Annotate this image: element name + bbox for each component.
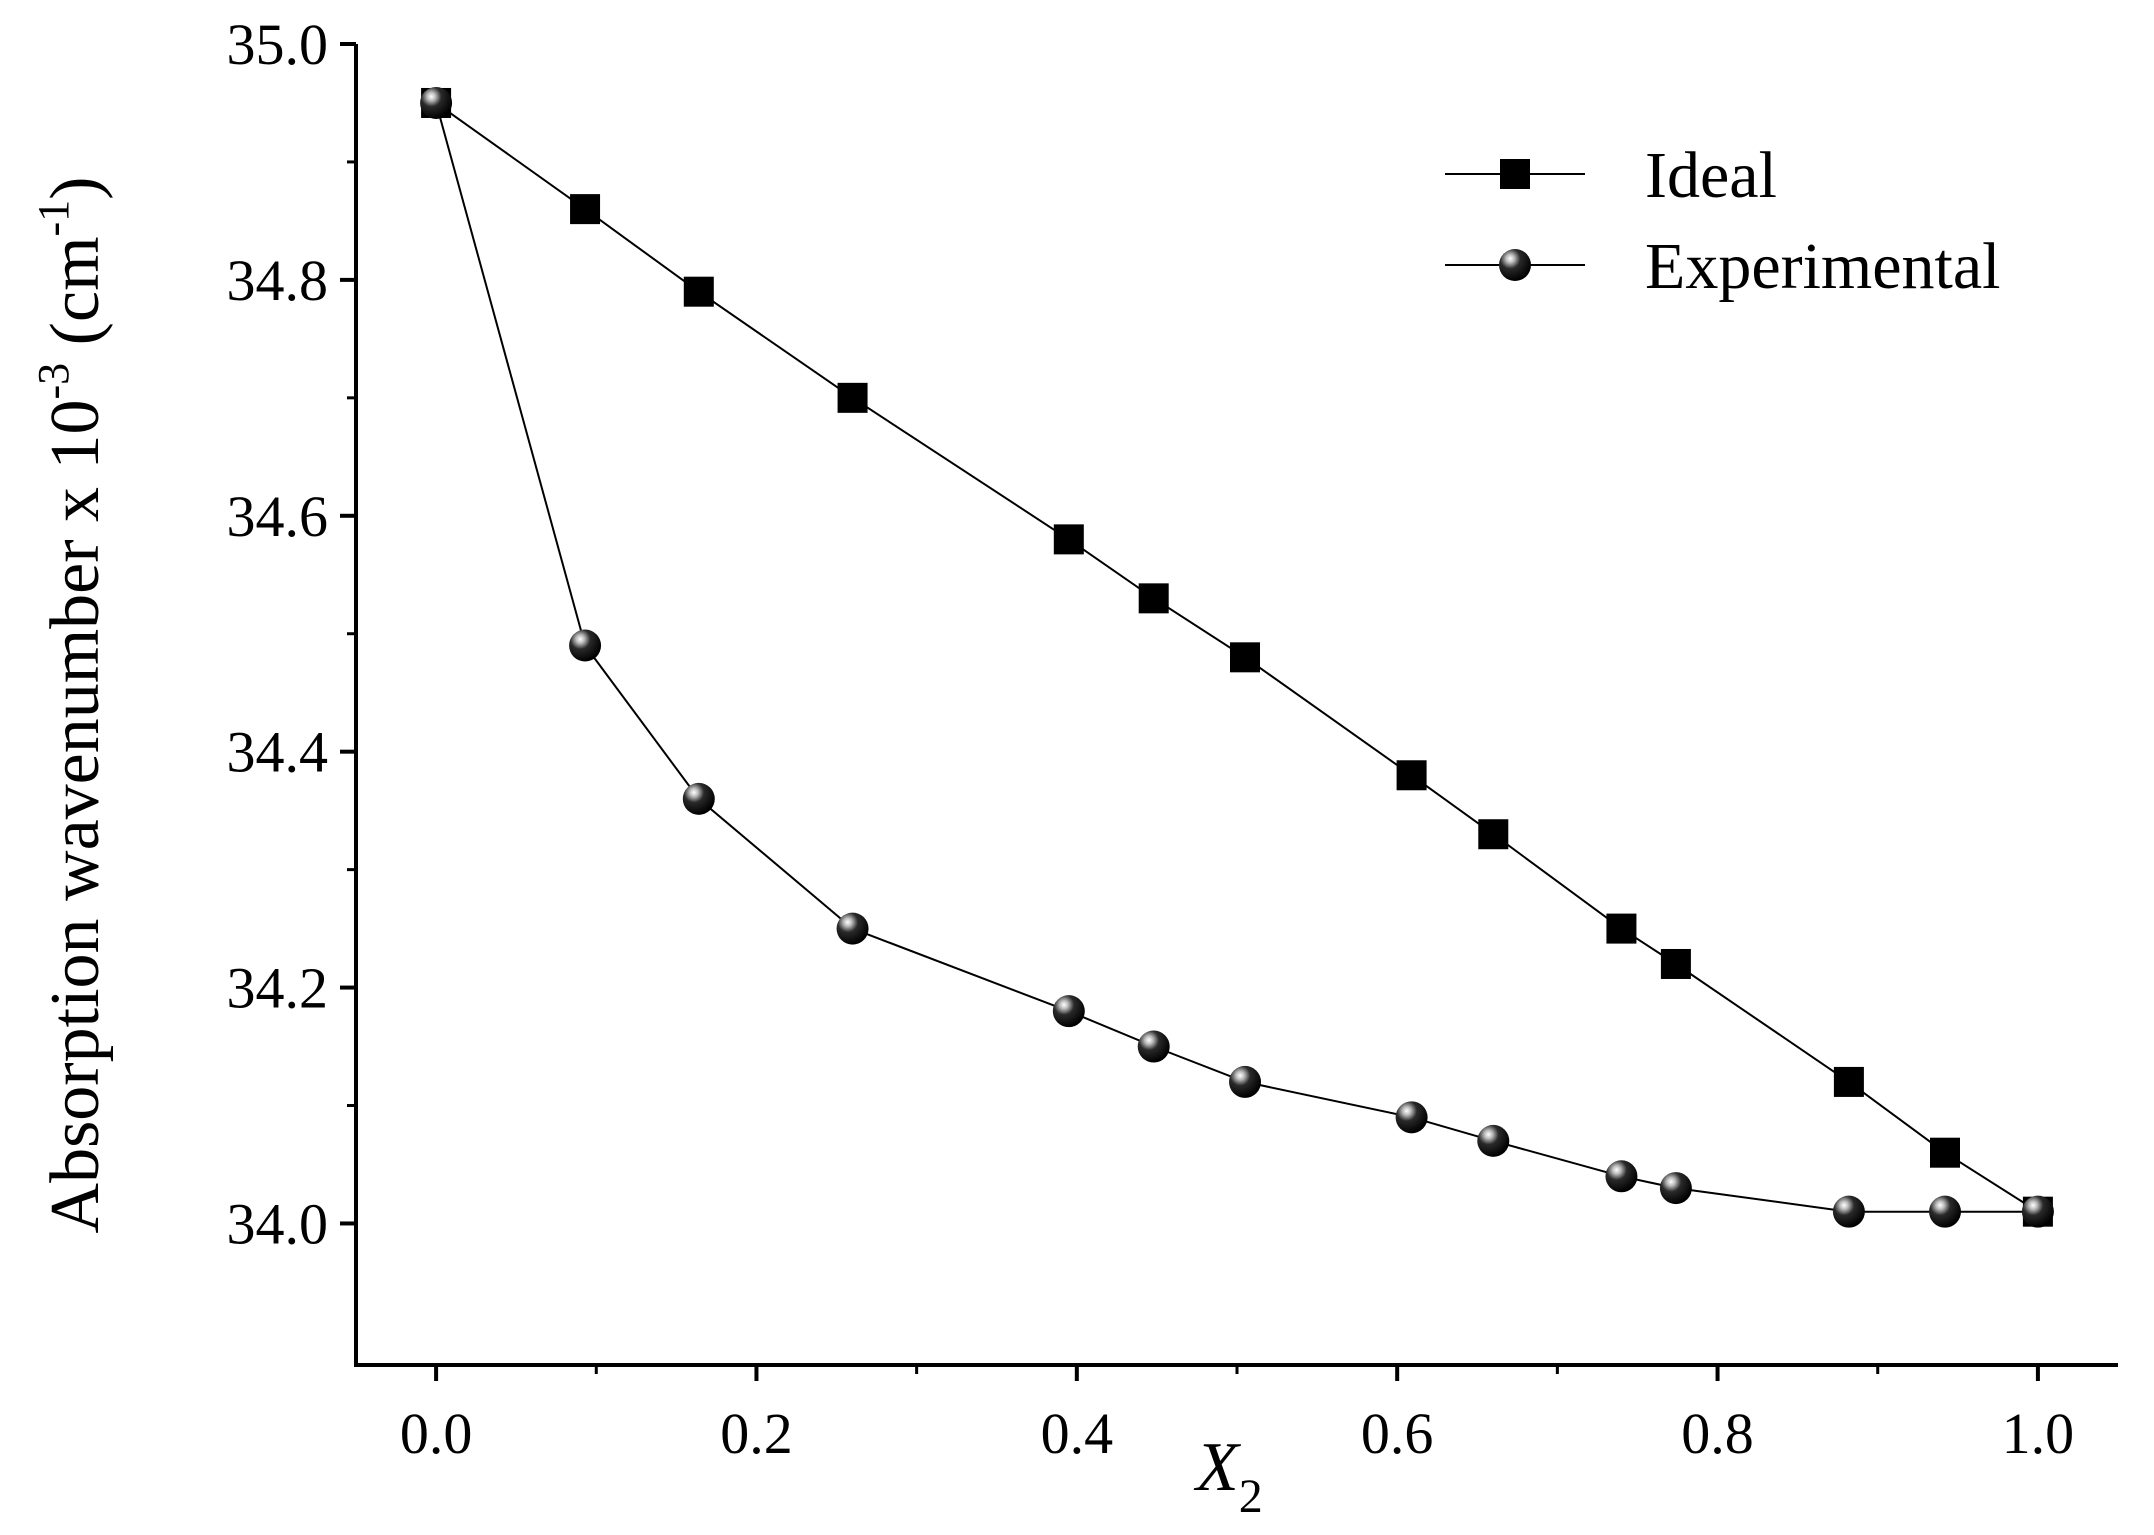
experimental-point <box>420 86 453 119</box>
x-tick-label: 0.2 <box>720 1401 793 1466</box>
x-tick-label: 0.4 <box>1041 1401 1114 1466</box>
series-lines <box>435 102 2039 1213</box>
x-tick-label: 0.0 <box>400 1401 473 1466</box>
y-ticks: 34.0 34.2 34.4 34.6 34.8 35.0 <box>227 12 356 1256</box>
experimental-point <box>1229 1065 1262 1098</box>
ideal-point <box>1230 642 1261 673</box>
ideal-point <box>1660 948 1691 979</box>
ideal-point <box>1606 913 1637 944</box>
experimental-point <box>569 629 602 662</box>
legend-item-ideal: Ideal <box>1445 139 1777 212</box>
x-tick-label: 0.6 <box>1361 1401 1434 1466</box>
ideal-point <box>570 194 601 225</box>
legend: Ideal Experimental <box>1445 139 2001 303</box>
y-axis-title-unit-exp: -1 <box>29 200 78 237</box>
y-tick-label: 34.6 <box>227 484 329 549</box>
ideal-point <box>683 276 714 307</box>
legend-marker-experimental <box>1499 249 1531 281</box>
y-axis-title: Absorption wavenumber x 10-3 (cm-1) <box>29 177 114 1234</box>
ideal-point <box>1930 1137 1961 1168</box>
series-line-ideal <box>435 102 2039 1213</box>
experimental-point <box>1137 1030 1170 1063</box>
experimental-point <box>1832 1195 1865 1228</box>
x-tick-label: 1.0 <box>2002 1401 2075 1466</box>
experimental-point <box>1605 1160 1638 1193</box>
series-line-experimental <box>435 102 2038 1213</box>
y-tick-label: 34.2 <box>227 956 329 1021</box>
legend-item-experimental: Experimental <box>1445 230 2001 303</box>
y-axis-title-unit: (cm <box>37 236 114 362</box>
x-ticks: 0.0 0.2 0.4 0.6 0.8 1.0 <box>400 1365 2074 1466</box>
legend-label-experimental: Experimental <box>1645 230 2001 303</box>
x-axis-title-subscript: 2 <box>1239 1470 1263 1523</box>
experimental-point <box>1929 1195 1962 1228</box>
ideal-point <box>1396 760 1427 791</box>
y-tick-label: 34.0 <box>227 1191 329 1256</box>
y-tick-label: 34.8 <box>227 248 329 313</box>
ideal-point <box>1833 1066 1864 1097</box>
y-tick-label: 35.0 <box>227 12 329 77</box>
experimental-point <box>682 782 715 815</box>
ideal-point <box>837 382 868 413</box>
ideal-point <box>1053 524 1084 555</box>
y-tick-label: 34.4 <box>227 720 329 785</box>
experimental-point <box>1477 1124 1510 1157</box>
experimental-point <box>1052 995 1085 1028</box>
x-tick-label: 0.8 <box>1681 1401 1754 1466</box>
ideal-point <box>1478 819 1509 850</box>
experimental-point <box>2021 1195 2054 1228</box>
ideal-point <box>1138 583 1169 614</box>
experimental-point <box>1659 1172 1692 1205</box>
x-axis-title: X2 <box>1193 1429 1263 1523</box>
y-axis-title-close: ) <box>37 177 114 200</box>
experimental-point <box>836 912 869 945</box>
y-axis-title-main: Absorption wavenumber x 10 <box>37 399 114 1233</box>
experimental-point <box>1395 1101 1428 1134</box>
legend-marker-ideal <box>1500 159 1530 189</box>
y-axis-title-exp: -3 <box>29 363 78 400</box>
legend-label-ideal: Ideal <box>1645 139 1777 212</box>
x-axis-title-main: X <box>1193 1429 1242 1506</box>
series-markers <box>420 86 2054 1228</box>
